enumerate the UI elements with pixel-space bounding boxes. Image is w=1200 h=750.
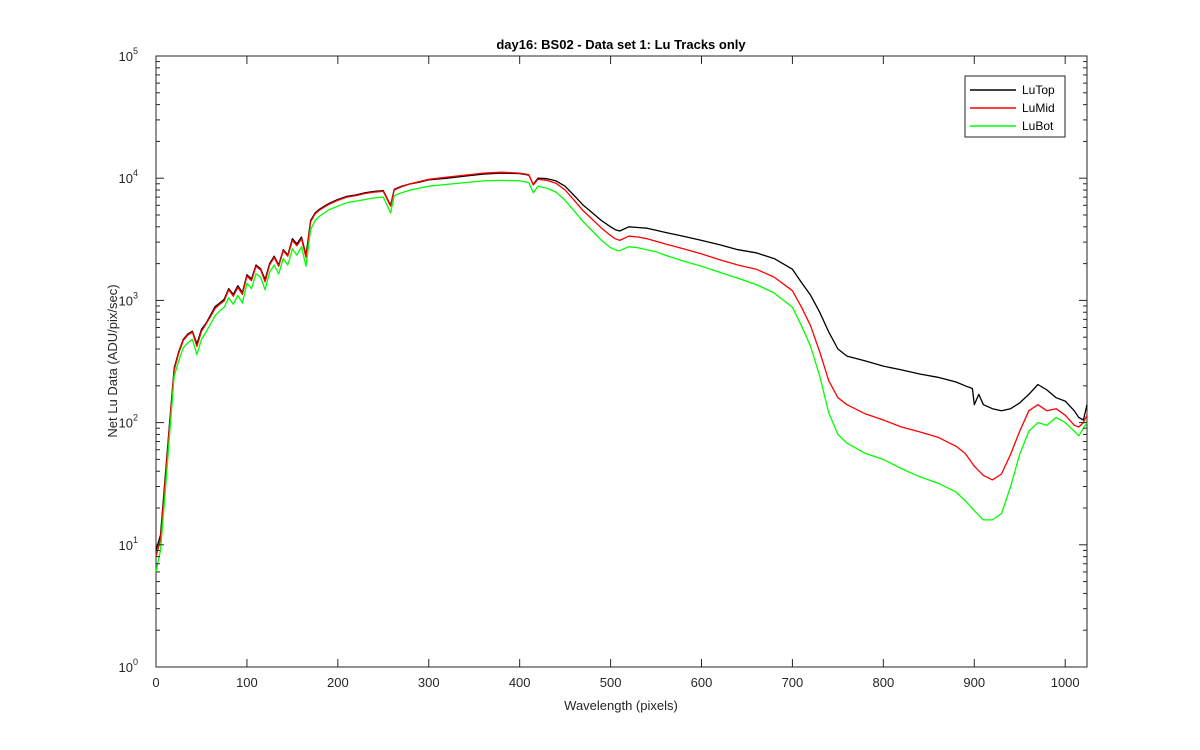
legend-box	[964, 75, 1066, 138]
x-tick-label: 500	[600, 675, 622, 690]
y-tick-label: 102	[119, 413, 138, 431]
x-tick-label: 0	[152, 675, 159, 690]
y-axis-ticks: 100 101 102 103 104 105	[119, 46, 1087, 675]
x-tick-label: 800	[872, 675, 894, 690]
x-tick-label: 300	[418, 675, 440, 690]
legend-label-lutop: LuTop	[1022, 83, 1055, 97]
x-tick-label: 900	[963, 675, 985, 690]
series-line-lumid	[155, 171, 1088, 557]
legend-label-lubot: LuBot	[1022, 119, 1054, 133]
x-tick-label: 700	[782, 675, 804, 690]
series-line-lubot	[155, 179, 1088, 573]
series-layer	[155, 171, 1088, 573]
x-axis-ticks: 0 100 200 300 400 500 600 700 800 900 1000	[152, 56, 1080, 690]
chart-title: day16: BS02 - Data set 1: Lu Tracks only	[496, 37, 746, 52]
legend-label-lumid: LuMid	[1022, 101, 1055, 115]
y-tick-label: 101	[119, 535, 138, 553]
axes-box	[155, 55, 1088, 668]
x-axis-label: Wavelength (pixels)	[564, 698, 678, 713]
y-tick-label: 100	[119, 657, 138, 675]
x-tick-label: 400	[509, 675, 531, 690]
x-tick-label: 600	[691, 675, 713, 690]
y-tick-label: 103	[119, 290, 138, 308]
y-tick-label: 105	[119, 46, 138, 64]
legend: LuTop LuMid LuBot	[964, 75, 1066, 138]
x-tick-label: 200	[327, 675, 349, 690]
x-tick-label: 1000	[1051, 675, 1080, 690]
x-tick-label: 100	[236, 675, 258, 690]
plot-area: 0 100 200 300 400 500 600 700 800 900 1000 1001011…	[119, 46, 1088, 690]
y-axis-label: Net Lu Data (ADU/pix/sec)	[105, 284, 120, 437]
y-tick-label: 104	[119, 168, 138, 186]
